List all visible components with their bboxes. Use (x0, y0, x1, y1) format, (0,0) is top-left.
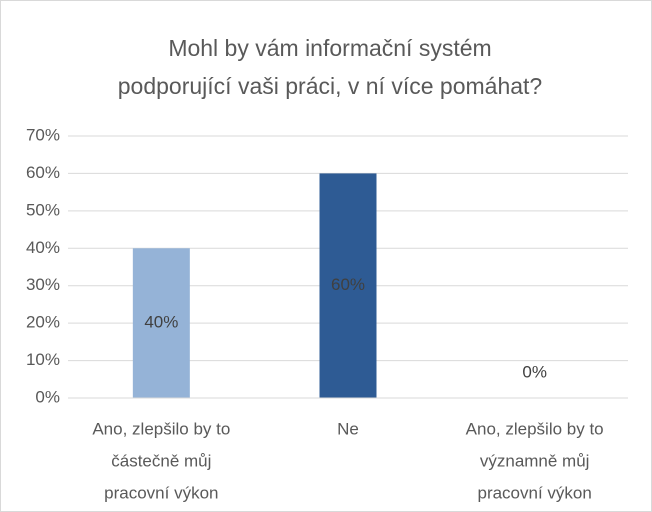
bar (319, 173, 377, 398)
data-label: 60% (331, 275, 365, 294)
x-tick-label: částečně můj (111, 451, 211, 470)
y-tick-label: 0% (35, 387, 60, 406)
x-tick-label: pracovní výkon (104, 483, 218, 502)
x-tick-label: Ne (337, 419, 359, 438)
data-label: 40% (144, 313, 178, 332)
y-tick-label: 50% (26, 200, 60, 219)
x-tick-label: Ano, zlepšilo by to (466, 419, 604, 438)
y-tick-label: 60% (26, 163, 60, 182)
y-tick-label: 20% (26, 313, 60, 332)
x-tick-label: Ano, zlepšilo by to (92, 419, 230, 438)
x-tick-label: významně můj (480, 451, 590, 470)
x-tick-label: pracovní výkon (477, 483, 591, 502)
chart-title: podporující vaši práci, v ní více pomáha… (118, 73, 542, 99)
data-label: 0% (522, 362, 547, 381)
y-tick-label: 40% (26, 238, 60, 257)
y-tick-label: 30% (26, 275, 60, 294)
y-tick-label: 10% (26, 350, 60, 369)
bar (132, 248, 190, 398)
chart-title: Mohl by vám informační systém (168, 35, 491, 61)
y-tick-label: 70% (26, 125, 60, 144)
